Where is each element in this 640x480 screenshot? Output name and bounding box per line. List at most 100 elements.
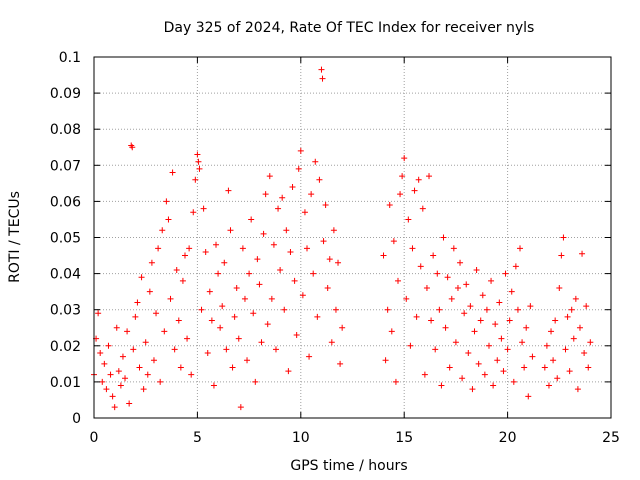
x-tick-label: 20 [499, 430, 517, 446]
data-point [103, 386, 110, 393]
data-point [545, 382, 552, 389]
y-tick-label: 0.01 [50, 375, 81, 391]
x-axis-label: GPS time / hours [290, 458, 407, 474]
data-point [144, 371, 151, 378]
data-point [279, 194, 286, 201]
data-point [181, 252, 188, 259]
data-point [254, 256, 261, 263]
data-point [97, 350, 104, 357]
data-point [264, 321, 271, 328]
data-point [452, 339, 459, 346]
data-point [177, 364, 184, 371]
data-point [105, 342, 112, 349]
data-point [293, 331, 300, 338]
data-point [494, 357, 501, 364]
x-tick-label: 25 [602, 430, 620, 446]
data-point [256, 281, 263, 288]
data-point [167, 295, 174, 302]
data-point [136, 364, 143, 371]
data-point [481, 371, 488, 378]
grid-lines [94, 57, 611, 418]
data-point [454, 285, 461, 292]
data-point [405, 216, 412, 223]
data-point [246, 270, 253, 277]
data-point [508, 288, 515, 295]
data-point [206, 288, 213, 295]
data-point [283, 227, 290, 234]
data-point [260, 230, 267, 237]
data-point [268, 295, 275, 302]
data-point [496, 299, 503, 306]
data-point [479, 292, 486, 299]
data-point [430, 252, 437, 259]
data-point [560, 234, 567, 241]
data-point [244, 357, 251, 364]
data-point [155, 245, 162, 252]
data-point [101, 360, 108, 367]
data-point [527, 303, 534, 310]
data-point [392, 378, 399, 385]
data-point [448, 295, 455, 302]
data-point [229, 364, 236, 371]
data-point [459, 375, 466, 382]
data-point [126, 400, 133, 407]
data-point [304, 245, 311, 252]
data-point [195, 158, 202, 165]
data-point [115, 368, 122, 375]
data-point [297, 147, 304, 154]
data-point [210, 382, 217, 389]
data-point [99, 378, 106, 385]
data-point [525, 393, 532, 400]
data-point [558, 252, 565, 259]
data-point [438, 382, 445, 389]
data-point [556, 285, 563, 292]
y-tick-label: 0.09 [50, 86, 81, 102]
data-point [239, 245, 246, 252]
data-point [566, 368, 573, 375]
data-point [541, 364, 548, 371]
data-point [554, 375, 561, 382]
data-point [275, 205, 282, 212]
data-point [95, 310, 102, 317]
data-point [289, 183, 296, 190]
data-point [502, 270, 509, 277]
y-tick-label: 0.02 [50, 339, 81, 355]
data-point [440, 234, 447, 241]
data-points [91, 66, 594, 411]
data-point [122, 375, 129, 382]
data-point [510, 378, 517, 385]
y-tick-label: 0.08 [50, 122, 81, 138]
y-tick-label: 0 [72, 411, 81, 427]
data-point [384, 306, 391, 313]
data-point [213, 241, 220, 248]
data-point [579, 250, 586, 257]
data-point [241, 295, 248, 302]
data-point [157, 378, 164, 385]
data-point [235, 335, 242, 342]
data-point [161, 328, 168, 335]
data-point [436, 306, 443, 313]
data-point [337, 360, 344, 367]
data-point [252, 378, 259, 385]
data-point [463, 281, 470, 288]
data-point [583, 303, 590, 310]
chart-title: Day 325 of 2024, Rate Of TEC Index for r… [164, 20, 535, 36]
data-point [208, 317, 215, 324]
data-point [175, 317, 182, 324]
data-point [202, 248, 209, 255]
data-point [146, 288, 153, 295]
data-point [192, 176, 199, 183]
data-point [576, 324, 583, 331]
axis-ticks: 0 0.01 0.02 0.03 0.04 0.05 0.06 0.07 0.08 0.09 0.1… [50, 50, 620, 446]
data-point [124, 328, 131, 335]
data-point [231, 313, 238, 320]
data-point [314, 313, 321, 320]
data-point [471, 328, 478, 335]
data-point [444, 274, 451, 281]
data-point [562, 346, 569, 353]
data-point [413, 313, 420, 320]
data-point [258, 339, 265, 346]
data-point [272, 346, 279, 353]
